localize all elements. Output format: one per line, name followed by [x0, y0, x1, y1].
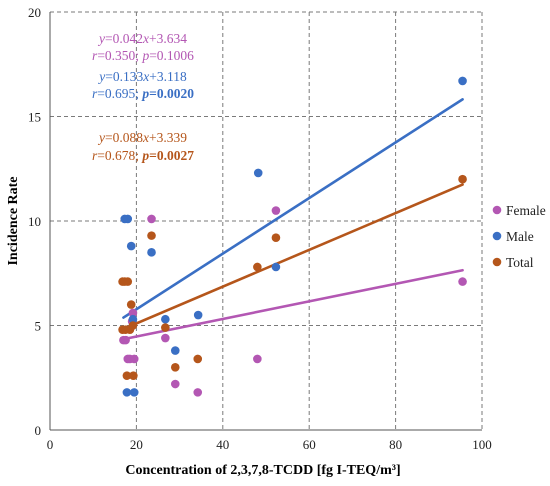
legend-item-female: Female	[492, 203, 546, 218]
data-point-male	[458, 76, 467, 86]
data-point-total	[193, 354, 203, 364]
x-tick-label-80: 80	[389, 437, 402, 452]
legend-label-male: Male	[506, 229, 534, 244]
data-point-total	[129, 371, 138, 380]
data-point-total	[126, 300, 136, 309]
data-point-female	[147, 214, 156, 224]
data-point-male	[161, 314, 170, 324]
data-point-total	[147, 231, 156, 240]
data-point-male	[123, 214, 133, 224]
stats-male: r=0.695; p=0.0020	[92, 86, 194, 101]
x-tick-label-20: 20	[130, 437, 143, 452]
stats-female: r=0.350; p=0.1006	[92, 48, 194, 63]
data-point-female	[170, 379, 180, 389]
data-point-female	[161, 333, 170, 343]
x-tick-label-40: 40	[216, 437, 229, 452]
data-point-male	[147, 248, 156, 257]
trend-line-total	[122, 183, 464, 331]
data-point-male	[193, 310, 203, 320]
data-point-female	[129, 354, 139, 364]
data-point-male	[122, 388, 132, 397]
data-point-male	[129, 388, 139, 397]
data-point-male	[126, 241, 136, 251]
data-point-female	[128, 308, 138, 318]
y-tick-label-10: 10	[28, 214, 41, 229]
data-point-total	[170, 363, 180, 372]
legend-item-male: Male	[492, 229, 534, 244]
data-point-total	[161, 323, 170, 332]
axes	[49, 12, 482, 431]
x-tick-label-100: 100	[472, 437, 492, 452]
legend-label-total: Total	[506, 255, 534, 270]
trend-line-female	[122, 268, 464, 341]
x-tick-label-60: 60	[303, 437, 316, 452]
data-point-male	[253, 168, 263, 178]
equation-female: y=0.042x+3.634	[97, 31, 187, 46]
data-point-total	[271, 233, 281, 243]
y-tick-label-15: 15	[28, 110, 41, 125]
stats-total: r=0.678; p=0.0027	[92, 148, 194, 163]
data-point-male	[271, 262, 281, 272]
x-tick-label-0: 0	[47, 437, 54, 452]
legend-item-total: Total	[492, 255, 534, 270]
data-point-female	[271, 206, 281, 215]
data-point-female	[458, 277, 467, 286]
tick-labels: 0 20 40 60 80 100 0 5 10 15 20	[28, 5, 492, 452]
trend-line-male	[122, 98, 464, 319]
data-point-total	[128, 321, 138, 330]
data-point-female	[253, 354, 262, 364]
data-point-male	[128, 314, 138, 324]
data-point-total	[458, 174, 467, 184]
data-point-male	[170, 346, 180, 355]
equation-total: y=0.088x+3.339	[97, 130, 187, 145]
data-points	[118, 76, 467, 397]
data-point-female	[193, 388, 203, 397]
data-point-total	[253, 262, 262, 272]
y-tick-label-5: 5	[35, 319, 42, 334]
x-axis-label: Concentration of 2,3,7,8-TCDD [fg I-TEQ/…	[125, 463, 400, 478]
y-axis-label: Incidence Rate	[6, 176, 21, 265]
legend-marker-male	[492, 231, 502, 241]
data-point-female	[121, 335, 130, 345]
y-tick-label-20: 20	[28, 5, 41, 20]
y-tick-label-0: 0	[35, 423, 42, 438]
trend-lines	[122, 98, 464, 341]
legend: Female Male Total	[492, 203, 546, 270]
equation-male: y=0.133x+3.118	[97, 69, 187, 84]
legend-marker-female	[492, 205, 502, 215]
fit-annotations: y=0.042x+3.634 r=0.350; p=0.1006 y=0.133x+…	[92, 31, 194, 163]
data-point-total	[123, 277, 133, 286]
data-point-total	[122, 371, 132, 380]
legend-marker-total	[492, 257, 502, 267]
legend-label-female: Female	[506, 203, 546, 218]
